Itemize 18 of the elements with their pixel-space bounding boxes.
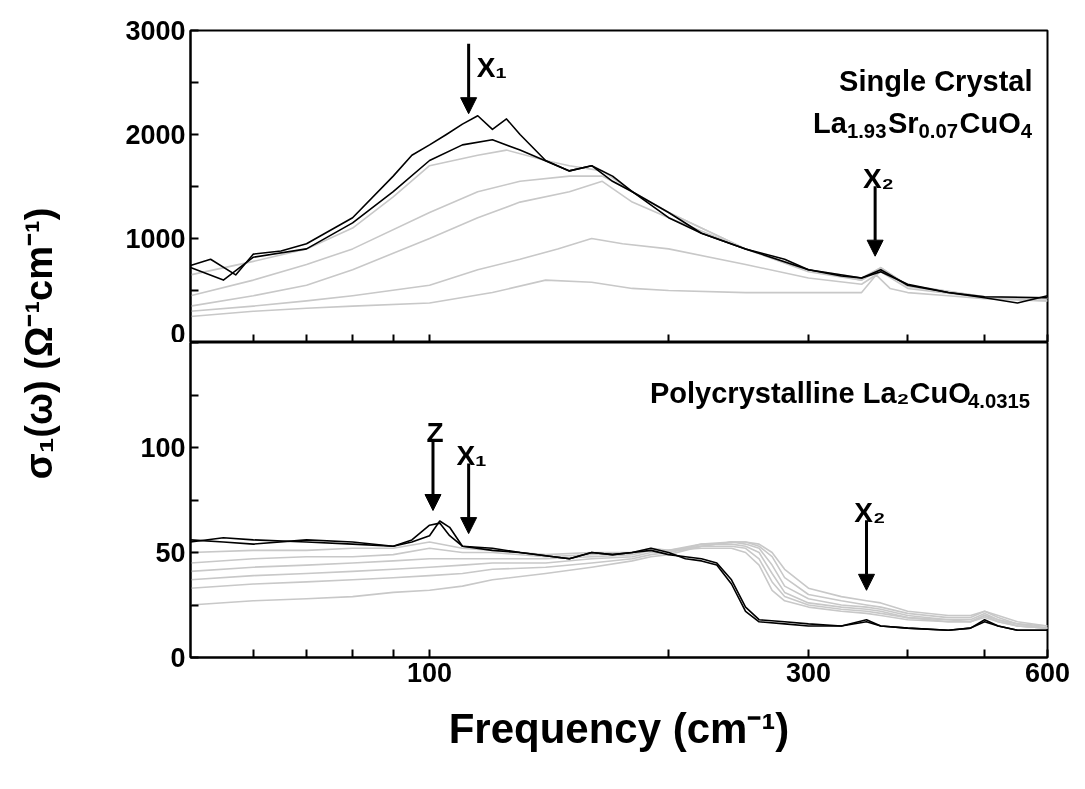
x-tick-label: 300 (785, 657, 831, 688)
y-tick-label: 50 (155, 538, 186, 568)
y-tick-label: 100 (140, 433, 186, 463)
x-tick-label: 100 (407, 657, 453, 688)
y-tick-label: 0 (170, 318, 186, 349)
y-tick-label: 2000 (125, 120, 186, 150)
y-tick-label: 3000 (125, 16, 186, 46)
y-axis-title: σ₁(ω) (Ω⁻¹cm⁻¹) (18, 207, 60, 480)
annotation: X₁ (456, 440, 487, 472)
annotation: Single Crystal (839, 64, 1033, 97)
annotation: X₂ (862, 162, 895, 194)
annotation: Z (426, 417, 444, 448)
annotation: X₂ (854, 496, 886, 528)
y-tick-label: 0 (170, 643, 186, 673)
x-axis-title: Frequency (cm⁻¹) (448, 704, 790, 752)
x-tick-label: 600 (1024, 657, 1071, 688)
y-tick-label: 1000 (125, 224, 186, 254)
annotation: X₁ (476, 52, 507, 84)
